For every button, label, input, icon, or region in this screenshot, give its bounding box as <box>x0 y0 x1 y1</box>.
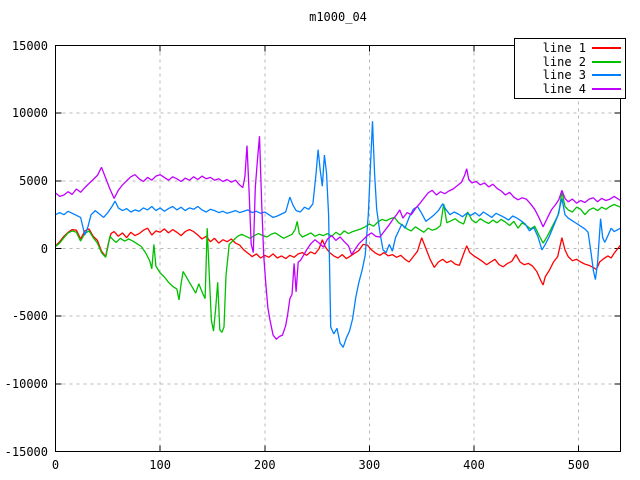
x-tick-label: 100 <box>149 458 171 472</box>
plot-border <box>55 45 621 452</box>
legend-item-4: line 4 <box>515 82 621 97</box>
series-line-1 <box>55 227 622 286</box>
y-tick-label: 15000 <box>11 38 48 53</box>
x-tick-label: 200 <box>253 458 276 472</box>
y-tick-label: -15000 <box>4 444 48 459</box>
legend-line-sample <box>592 46 621 49</box>
legend-label: line 3 <box>542 68 586 83</box>
y-tick-label: 5000 <box>19 173 48 188</box>
series-line-3 <box>55 121 621 348</box>
legend-label: line 4 <box>542 82 586 97</box>
x-tick-label: 500 <box>567 458 590 472</box>
series-line-2 <box>55 191 621 333</box>
x-tick-label: 300 <box>358 458 381 472</box>
chart-title: m1000_04 <box>309 10 367 24</box>
legend-box: line 1 line 2 line 3 line 4 <box>514 38 626 99</box>
legend-item-3: line 3 <box>515 68 621 83</box>
y-tick-label: 10000 <box>11 106 48 121</box>
legend-line-sample <box>592 88 621 91</box>
y-tick-label: 0 <box>40 241 48 256</box>
legend-item-1: line 1 <box>515 40 621 55</box>
legend-line-sample <box>592 74 621 77</box>
legend-line-sample <box>592 60 621 63</box>
legend-label: line 2 <box>542 54 586 69</box>
y-tick-label: -5000 <box>11 309 48 324</box>
y-tick-label: -10000 <box>4 376 48 391</box>
x-tick-label: 0 <box>51 458 60 472</box>
legend-item-2: line 2 <box>515 54 621 69</box>
x-tick-label: 400 <box>463 458 485 472</box>
series-line-4 <box>55 136 621 340</box>
legend-label: line 1 <box>542 40 586 55</box>
